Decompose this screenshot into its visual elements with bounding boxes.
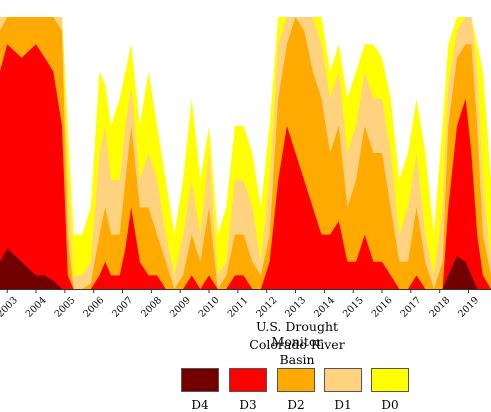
x-tick-label-2005: 2005 xyxy=(53,295,78,320)
x-axis-ticks: 2003 2004 2005 2006 2007 2008 2009 2010 2011 2012… xyxy=(0,289,481,320)
chart-subtitle: Colorado River Basin xyxy=(249,337,345,367)
x-tick-label-2003: 2003 xyxy=(0,295,20,320)
legend-swatch-d1 xyxy=(324,368,362,392)
x-tick-label-2007: 2007 xyxy=(110,295,135,320)
x-tick-label-2017: 2017 xyxy=(399,295,424,320)
x-tick-label-2016: 2016 xyxy=(370,295,395,320)
legend-label-d0: D0 xyxy=(381,398,399,412)
legend-label-d1: D1 xyxy=(334,398,352,412)
chart-title: U.S. Drought Monitor xyxy=(255,319,339,349)
legend-label-d4: D4 xyxy=(191,398,209,412)
x-tick-label-2008: 2008 xyxy=(139,295,164,320)
area-d2 xyxy=(0,17,491,289)
x-tick-label-2011: 2011 xyxy=(226,295,251,320)
x-tick-label-2019: 2019 xyxy=(456,295,481,320)
legend-swatch-d2 xyxy=(277,368,315,392)
drought-chart: 2003 2004 2005 2006 2007 2008 2009 2010 2011 2012… xyxy=(0,17,491,320)
legend-label-d3: D3 xyxy=(239,398,257,412)
x-tick-label-2013: 2013 xyxy=(283,295,308,320)
area-d3 xyxy=(0,44,491,290)
x-tick-label-2018: 2018 xyxy=(427,295,452,320)
x-tick-label-2009: 2009 xyxy=(168,295,193,320)
area-series-group xyxy=(0,17,491,290)
legend-swatch-d0 xyxy=(371,368,409,392)
legend-label-d2: D2 xyxy=(287,398,305,412)
x-tick-label-2015: 2015 xyxy=(341,295,366,320)
x-tick-label-2012: 2012 xyxy=(254,295,279,320)
legend-swatch-d4 xyxy=(181,368,219,392)
legend-swatch-d3 xyxy=(229,368,267,392)
area-d4 xyxy=(0,248,491,289)
x-tick-label-2006: 2006 xyxy=(81,295,106,320)
x-tick-label-2014: 2014 xyxy=(312,295,337,320)
x-tick-label-2004: 2004 xyxy=(24,295,49,320)
x-tick-label-2010: 2010 xyxy=(197,295,222,320)
